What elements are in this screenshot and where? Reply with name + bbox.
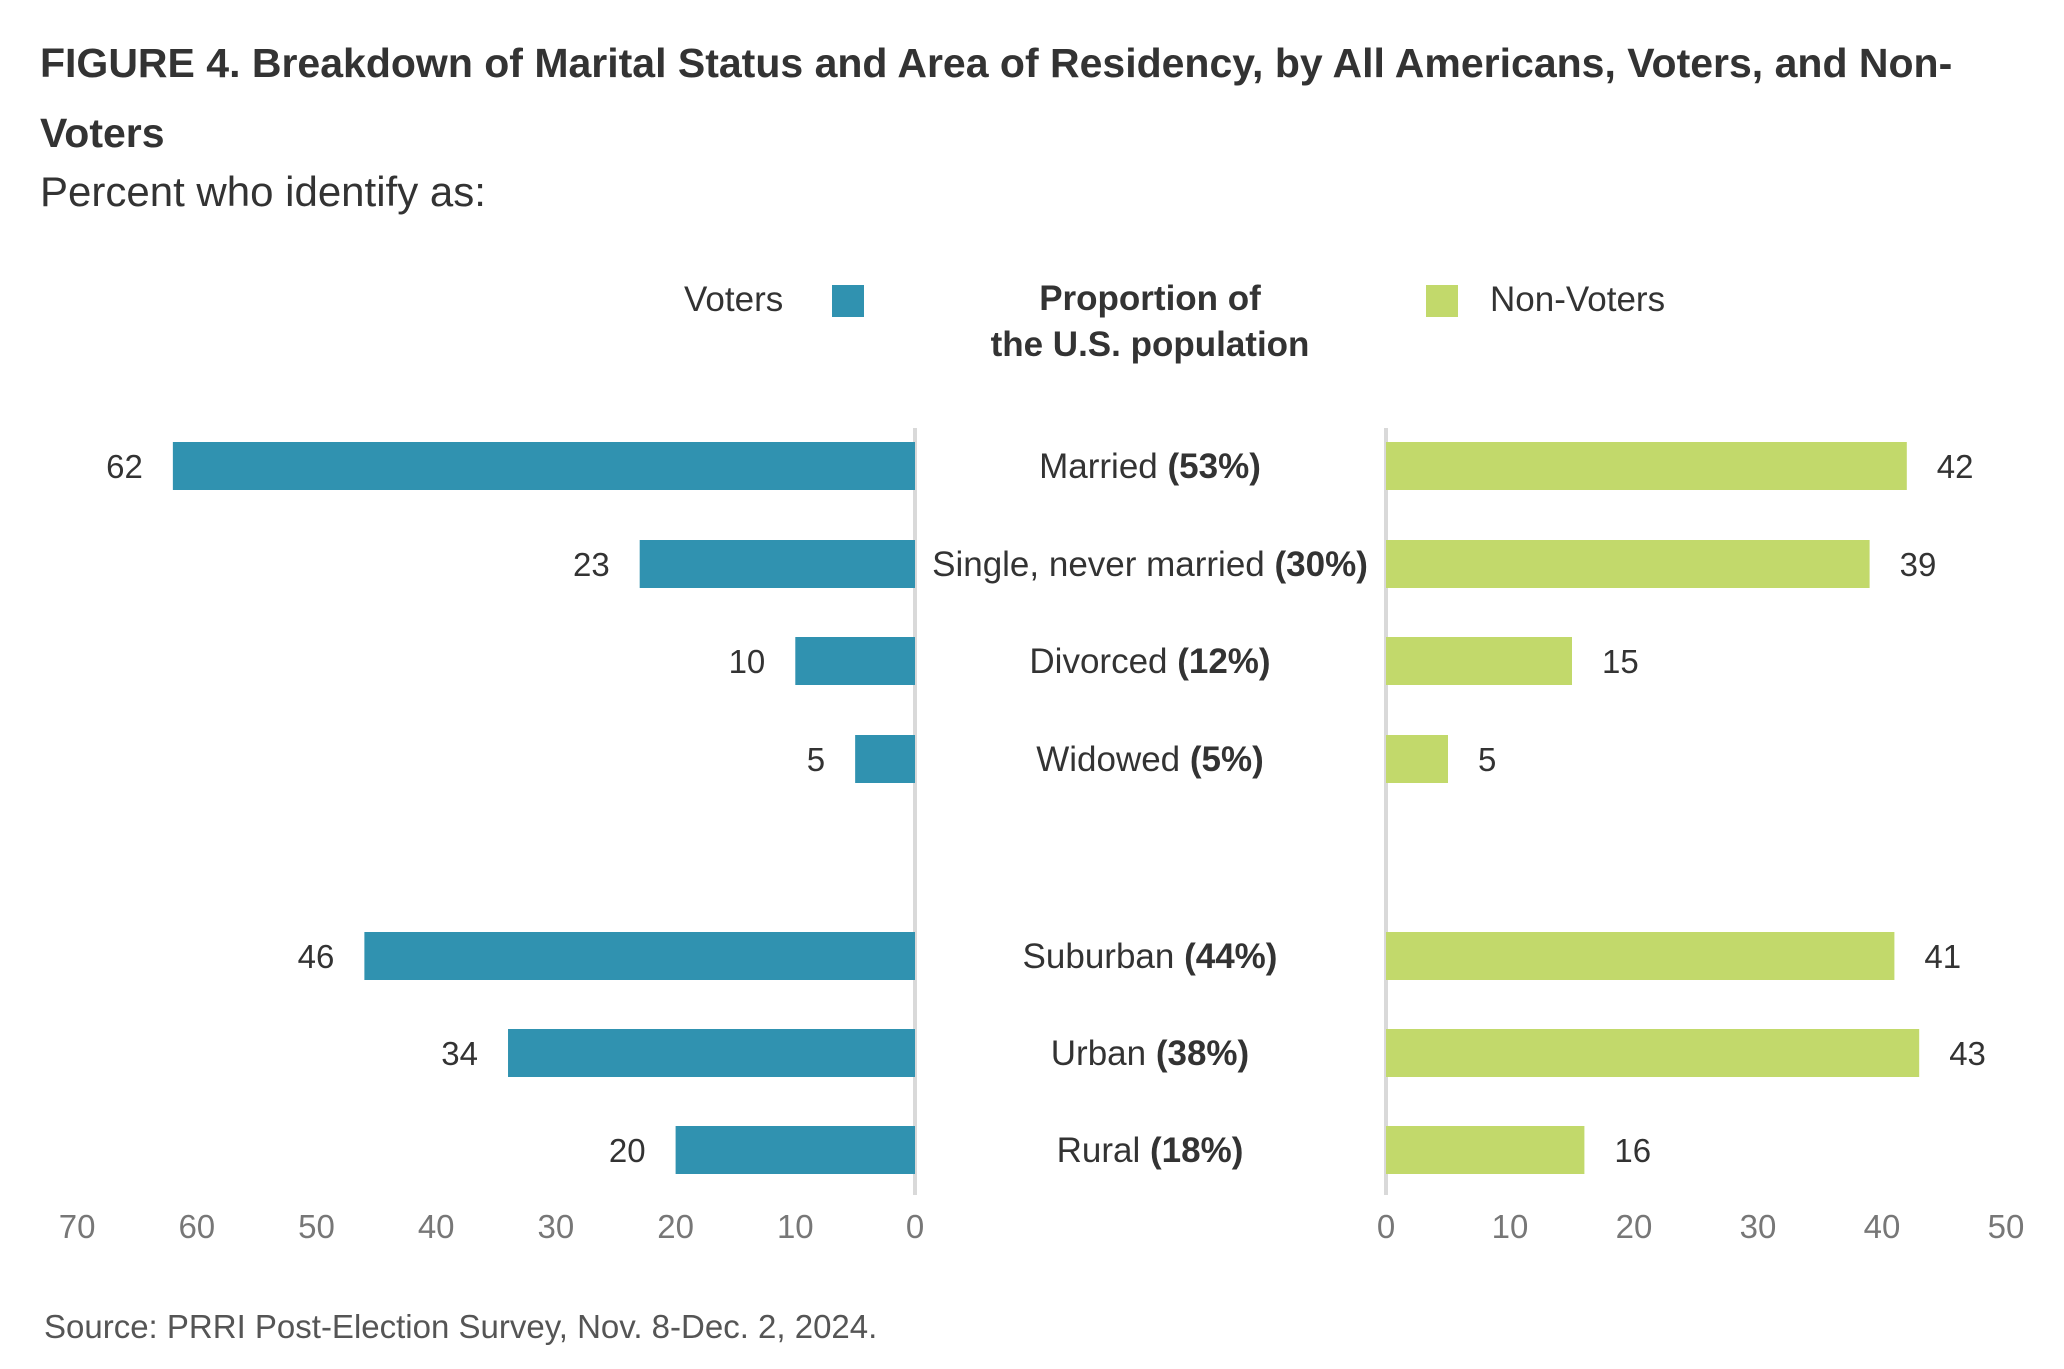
non-voters-bar: [1386, 540, 1870, 588]
voters-axis-tick-label: 10: [777, 1208, 814, 1245]
legend-non-voters-swatch: [1426, 285, 1458, 317]
category-population-pct: (12%): [1177, 642, 1270, 681]
non-voters-value-label: 16: [1614, 1132, 1651, 1169]
category-population-pct: (18%): [1150, 1131, 1243, 1170]
non-voters-bar: [1386, 735, 1448, 783]
voters-value-label: 23: [573, 546, 610, 583]
voters-bar: [508, 1029, 915, 1077]
center-heading-line1: Proportion of: [1039, 279, 1261, 318]
legend-voters-swatch: [832, 285, 864, 317]
non-voters-axis-tick-label: 40: [1864, 1208, 1901, 1245]
category-population-pct: (38%): [1156, 1034, 1249, 1073]
category-name: Suburban: [1023, 937, 1185, 976]
category-population-pct: (53%): [1168, 447, 1261, 486]
voters-bar: [172, 442, 916, 490]
category-population-pct: (44%): [1184, 937, 1277, 976]
voters-axis-tick-label: 40: [418, 1208, 455, 1245]
category-name: Married: [1039, 447, 1167, 486]
category-name: Single, never married: [932, 545, 1274, 584]
category-label: Married (53%): [1039, 447, 1261, 486]
legend-voters-label: Voters: [684, 280, 784, 319]
voters-axis-tick-label: 50: [298, 1208, 335, 1245]
voters-value-label: 20: [609, 1132, 646, 1169]
non-voters-value-label: 42: [1937, 448, 1974, 485]
non-voters-axis-tick-label: 50: [1988, 1208, 2025, 1245]
voters-bar: [639, 540, 915, 588]
voters-axis-tick-label: 20: [657, 1208, 694, 1245]
voters-axis-tick-label: 0: [906, 1208, 924, 1245]
voters-bar: [675, 1126, 915, 1174]
non-voters-value-label: 5: [1478, 741, 1496, 778]
category-name: Widowed: [1036, 740, 1190, 779]
category-label: Urban (38%): [1051, 1034, 1249, 1073]
non-voters-bar: [1386, 442, 1907, 490]
voters-axis-tick-label: 60: [178, 1208, 215, 1245]
non-voters-value-label: 43: [1949, 1035, 1986, 1072]
non-voters-axis-tick-label: 0: [1377, 1208, 1395, 1245]
non-voters-value-label: 39: [1900, 546, 1937, 583]
non-voters-axis-tick-label: 10: [1492, 1208, 1529, 1245]
non-voters-value-label: 41: [1924, 938, 1961, 975]
non-voters-value-label: 15: [1602, 643, 1639, 680]
category-name: Urban: [1051, 1034, 1156, 1073]
category-population-pct: (30%): [1275, 545, 1368, 584]
center-heading-line2: the U.S. population: [990, 325, 1310, 364]
voters-value-label: 34: [441, 1035, 478, 1072]
source-note: Source: PRRI Post-Election Survey, Nov. …: [44, 1308, 878, 1345]
voters-value-label: 5: [807, 741, 825, 778]
category-label: Divorced (12%): [1029, 642, 1270, 681]
legend-center-heading: Proportion of the U.S. population: [900, 276, 1400, 368]
category-label: Single, never married (30%): [932, 545, 1368, 584]
non-voters-bar: [1386, 637, 1572, 685]
voters-axis-tick-label: 30: [538, 1208, 575, 1245]
category-label: Suburban (44%): [1023, 937, 1278, 976]
category-population-pct: (5%): [1190, 740, 1264, 779]
voters-value-label: 10: [729, 643, 766, 680]
category-name: Divorced: [1029, 642, 1177, 681]
voters-value-label: 62: [106, 448, 143, 485]
category-label: Rural (18%): [1057, 1131, 1244, 1170]
non-voters-axis-tick-label: 30: [1740, 1208, 1777, 1245]
non-voters-bar: [1386, 1126, 1585, 1174]
voters-value-label: 46: [298, 938, 335, 975]
legend-non-voters-label: Non-Voters: [1490, 280, 1666, 319]
voters-bar: [795, 637, 915, 685]
chart-subtitle: Percent who identify as:: [40, 168, 486, 215]
non-voters-axis-tick-label: 20: [1616, 1208, 1653, 1245]
non-voters-bar: [1386, 932, 1895, 980]
voters-bar: [855, 735, 915, 783]
voters-axis-tick-label: 70: [59, 1208, 96, 1245]
voters-bar: [364, 932, 915, 980]
category-name: Rural: [1057, 1131, 1150, 1170]
non-voters-bar: [1386, 1029, 1920, 1077]
category-label: Widowed (5%): [1036, 740, 1264, 779]
chart-title: FIGURE 4. Breakdown of Marital Status an…: [40, 40, 1953, 156]
